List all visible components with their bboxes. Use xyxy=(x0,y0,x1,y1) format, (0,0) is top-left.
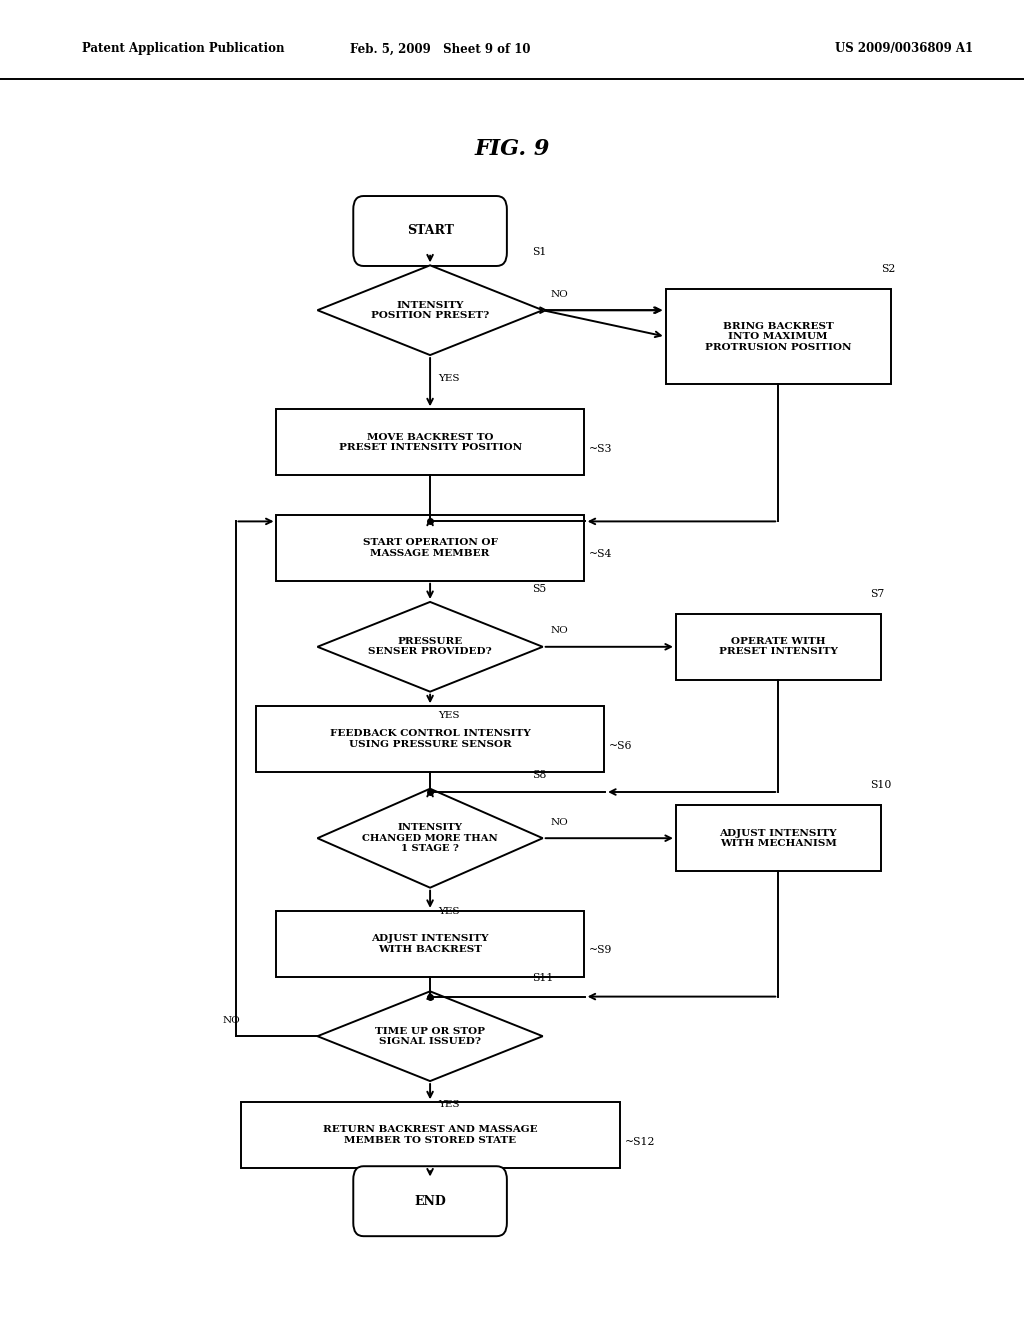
Text: Patent Application Publication: Patent Application Publication xyxy=(82,42,285,55)
Text: BRING BACKREST
INTO MAXIMUM
PROTRUSION POSITION: BRING BACKREST INTO MAXIMUM PROTRUSION P… xyxy=(705,322,852,351)
Bar xyxy=(276,911,584,977)
Bar xyxy=(241,1102,620,1168)
Bar xyxy=(676,614,881,680)
Text: S2: S2 xyxy=(881,264,895,275)
Text: FEEDBACK CONTROL INTENSITY
USING PRESSURE SENSOR: FEEDBACK CONTROL INTENSITY USING PRESSUR… xyxy=(330,730,530,748)
Text: ~S9: ~S9 xyxy=(589,945,612,956)
Text: ADJUST INTENSITY
WITH MECHANISM: ADJUST INTENSITY WITH MECHANISM xyxy=(720,829,837,847)
Text: YES: YES xyxy=(438,1101,460,1109)
Text: OPERATE WITH
PRESET INTENSITY: OPERATE WITH PRESET INTENSITY xyxy=(719,638,838,656)
Text: START OPERATION OF
MASSAGE MEMBER: START OPERATION OF MASSAGE MEMBER xyxy=(362,539,498,557)
Text: NO: NO xyxy=(551,627,568,635)
Text: END: END xyxy=(414,1195,446,1208)
Text: ~S6: ~S6 xyxy=(609,741,633,751)
Text: NO: NO xyxy=(551,290,568,298)
Text: NO: NO xyxy=(223,1016,241,1024)
Text: YES: YES xyxy=(438,907,460,916)
Text: TIME UP OR STOP
SIGNAL ISSUED?: TIME UP OR STOP SIGNAL ISSUED? xyxy=(375,1027,485,1045)
Text: FIG. 9: FIG. 9 xyxy=(474,139,550,160)
Text: ~S4: ~S4 xyxy=(589,549,612,560)
Polygon shape xyxy=(317,789,543,887)
Bar xyxy=(256,706,604,772)
Text: S7: S7 xyxy=(870,589,885,599)
Bar xyxy=(666,289,891,384)
Text: ~S3: ~S3 xyxy=(589,444,612,454)
Text: START: START xyxy=(407,224,454,238)
Bar xyxy=(276,515,584,581)
Bar xyxy=(676,805,881,871)
Text: S10: S10 xyxy=(870,780,892,791)
FancyBboxPatch shape xyxy=(353,1167,507,1237)
Text: S8: S8 xyxy=(532,771,547,780)
Text: INTENSITY
POSITION PRESET?: INTENSITY POSITION PRESET? xyxy=(371,301,489,319)
Text: Feb. 5, 2009   Sheet 9 of 10: Feb. 5, 2009 Sheet 9 of 10 xyxy=(350,42,530,55)
Text: RETURN BACKREST AND MASSAGE
MEMBER TO STORED STATE: RETURN BACKREST AND MASSAGE MEMBER TO ST… xyxy=(323,1126,538,1144)
Text: ADJUST INTENSITY
WITH BACKREST: ADJUST INTENSITY WITH BACKREST xyxy=(372,935,488,953)
Polygon shape xyxy=(317,602,543,692)
Text: MOVE BACKREST TO
PRESET INTENSITY POSITION: MOVE BACKREST TO PRESET INTENSITY POSITI… xyxy=(339,433,521,451)
FancyBboxPatch shape xyxy=(353,195,507,267)
Text: PRESSURE
SENSER PROVIDED?: PRESSURE SENSER PROVIDED? xyxy=(369,638,492,656)
Text: US 2009/0036809 A1: US 2009/0036809 A1 xyxy=(835,42,973,55)
Text: YES: YES xyxy=(438,711,460,719)
Polygon shape xyxy=(317,265,543,355)
Text: INTENSITY
CHANGED MORE THAN
1 STAGE ?: INTENSITY CHANGED MORE THAN 1 STAGE ? xyxy=(362,824,498,853)
Polygon shape xyxy=(317,991,543,1081)
Text: S1: S1 xyxy=(532,247,547,257)
Text: ~S12: ~S12 xyxy=(625,1137,655,1147)
Text: S5: S5 xyxy=(532,583,547,594)
Text: S11: S11 xyxy=(532,973,554,983)
Text: YES: YES xyxy=(438,375,460,383)
Text: NO: NO xyxy=(551,818,568,826)
Bar xyxy=(276,409,584,475)
